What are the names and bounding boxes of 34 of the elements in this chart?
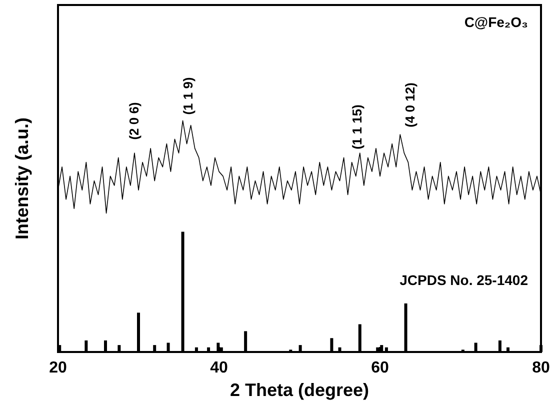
bar [84, 340, 88, 352]
bar [384, 347, 388, 352]
bar [404, 303, 408, 352]
bar [153, 345, 156, 352]
bar [376, 347, 380, 352]
y-axis-title: Intensity (a.u.) [12, 117, 32, 240]
bar [298, 345, 302, 352]
bar [104, 340, 107, 352]
text: (1 1 9) [180, 77, 196, 115]
bar [137, 312, 140, 352]
text: C@Fe₂O₃ [464, 14, 528, 30]
x-tick-label: 40 [210, 360, 228, 376]
bar [338, 347, 342, 352]
annotation: JCPDS No. 25-1402 [400, 272, 528, 288]
bar [181, 232, 184, 352]
bar [474, 342, 478, 352]
x-axis-title: 2 Theta (degree) [230, 380, 370, 400]
x-tick-label: 20 [49, 360, 67, 376]
x-tick-label: 80 [532, 360, 550, 376]
annotation: (4 0 12) [402, 82, 418, 128]
bar [498, 340, 502, 352]
bar [166, 342, 170, 352]
bar [216, 342, 220, 352]
annotation: (1 1 15) [350, 104, 364, 150]
bar [118, 345, 121, 352]
bar [207, 347, 210, 352]
bar [244, 331, 248, 352]
bar [358, 324, 362, 352]
bar [194, 347, 198, 352]
annotation: (2 0 6) [126, 102, 142, 140]
bar [506, 347, 510, 352]
x-tick-label: 60 [371, 360, 389, 376]
bar [380, 345, 384, 352]
bar [330, 338, 334, 352]
